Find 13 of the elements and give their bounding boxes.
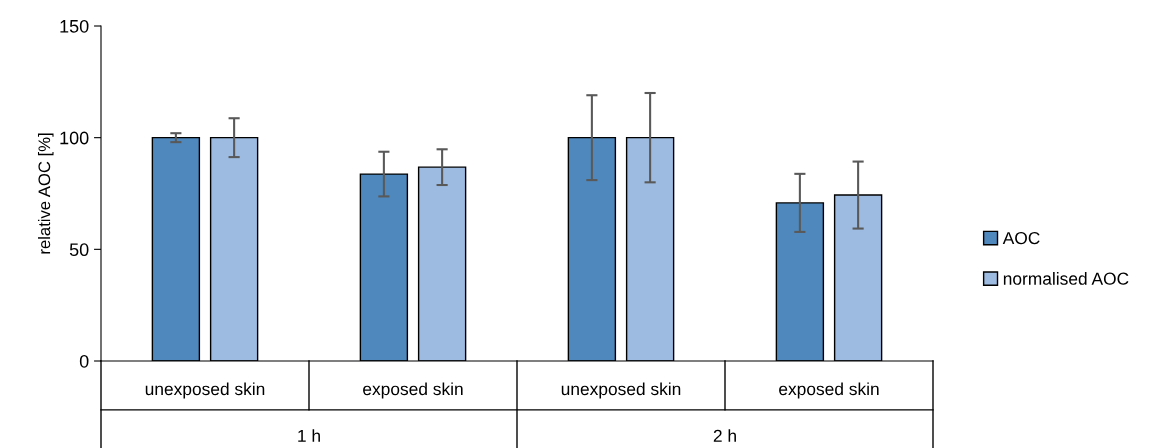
text: 1 h xyxy=(298,429,320,442)
y-tick-label: 100 xyxy=(60,131,89,145)
y-axis-title: relative AOC [%] xyxy=(37,133,54,254)
y-tick-label: 0 xyxy=(79,354,89,368)
y-tick-label: 50 xyxy=(69,243,89,257)
x-tick-label: unexposed skin xyxy=(561,382,681,399)
x-tick-label: exposed skin xyxy=(779,382,879,399)
text: 2 h xyxy=(713,429,736,442)
x-tick-label: exposed skin xyxy=(363,382,463,399)
legend-label: normalised AOC xyxy=(1003,272,1129,285)
x-tick-label: unexposed skin xyxy=(145,382,265,399)
legend-label: AOC xyxy=(1002,231,1040,245)
y-tick-label: 150 xyxy=(60,19,89,33)
